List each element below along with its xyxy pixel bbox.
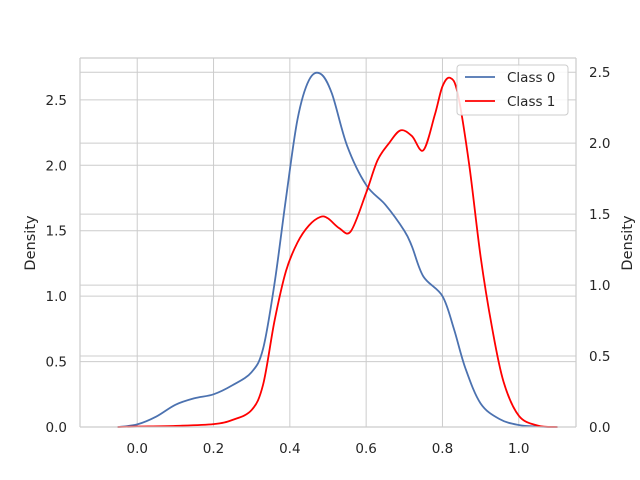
series-line-class-0 <box>117 71 558 428</box>
y-axis-label-right: Density <box>620 215 636 271</box>
x-tick-label-0-0: 0.0 <box>126 441 147 457</box>
x-tick-label-0-2: 0.2 <box>203 441 224 457</box>
y-left-tick-label-1-5: 1.5 <box>46 224 67 240</box>
x-tick-label-0-6: 0.6 <box>355 441 376 457</box>
plot-background <box>80 58 576 427</box>
y-left-tick-label-0-5: 0.5 <box>46 355 67 371</box>
y-right-tick-label-2-5: 2.5 <box>589 65 610 81</box>
legend-label-class-1: Class 1 <box>507 94 555 110</box>
y-right-tick-label-1-0: 1.0 <box>589 278 610 294</box>
y-left-tick-labels: 0.0 0.5 1.0 1.5 2.0 2.5 <box>46 93 67 436</box>
axes-frame <box>79 57 577 428</box>
y-left-tick-label-0-0: 0.0 <box>46 420 67 436</box>
y-right-tick-label-2-0: 2.0 <box>589 136 610 152</box>
grid-lines <box>80 58 576 428</box>
x-tick-labels: 0.0 0.2 0.4 0.6 0.8 1.0 <box>126 441 529 457</box>
legend-label-class-0: Class 0 <box>507 70 555 86</box>
y-right-tick-label-0-5: 0.5 <box>589 349 610 365</box>
y-left-tick-label-2-0: 2.0 <box>46 158 67 174</box>
y-axis-label-left: Density <box>23 215 39 271</box>
y-left-tick-label-2-5: 2.5 <box>46 93 67 109</box>
series-layer <box>117 71 558 428</box>
y-right-tick-label-0-0: 0.0 <box>589 420 610 436</box>
x-tick-label-0-4: 0.4 <box>279 441 300 457</box>
x-tick-label-1-0: 1.0 <box>508 441 529 457</box>
series-line-class-1 <box>117 76 558 428</box>
y-right-tick-label-1-5: 1.5 <box>589 207 610 223</box>
legend: Class 0 Class 1 <box>456 64 569 116</box>
y-right-tick-labels: 0.0 0.5 1.0 1.5 2.0 2.5 <box>589 65 610 436</box>
x-tick-label-0-8: 0.8 <box>432 441 453 457</box>
y-left-tick-label-1-0: 1.0 <box>46 289 67 305</box>
